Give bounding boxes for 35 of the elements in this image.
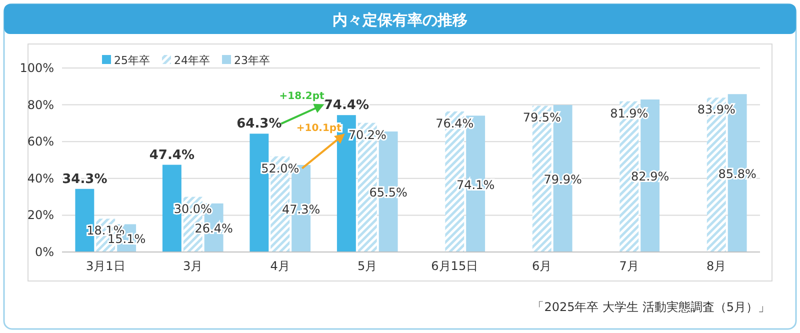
chart-title: 内々定保有率の推移 <box>332 11 468 29</box>
data-label: 74.4% <box>324 98 369 114</box>
x-tick-label: 5月 <box>358 259 378 273</box>
data-label: 82.9% <box>631 170 670 184</box>
data-label: 81.9% <box>610 106 648 120</box>
legend-label: 24年卒 <box>174 54 210 67</box>
y-tick-label: 100% <box>20 61 54 75</box>
legend-label: 25年卒 <box>114 54 150 67</box>
y-tick-label: 0% <box>34 245 54 259</box>
y-tick-label: 80% <box>27 98 54 112</box>
data-label: 74.1% <box>456 178 495 192</box>
x-tick-label: 8月 <box>706 259 726 273</box>
y-tick-label: 40% <box>27 171 54 186</box>
data-label: 76.4% <box>436 116 474 130</box>
x-tick-label: 4月 <box>270 259 290 273</box>
data-label: 64.3% <box>236 116 282 132</box>
data-label: 79.9% <box>544 172 582 186</box>
annotation: +18.2pt <box>279 91 325 102</box>
x-tick-label: 6月 <box>532 259 552 273</box>
text: 「2025年卒 大学生 活動実態調査（5月）」 <box>532 300 770 314</box>
data-label: 83.9% <box>697 102 736 117</box>
data-label: 47.3% <box>282 202 320 216</box>
y-tick-label: 60% <box>27 134 54 149</box>
data-label: 79.5% <box>522 110 561 125</box>
y-tick-label: 20% <box>27 208 54 222</box>
x-tick-label: 3月1日 <box>86 259 126 273</box>
x-tick-label: 6月15日 <box>431 259 478 273</box>
data-label: 85.8% <box>718 167 756 182</box>
x-tick-label: 3月 <box>183 259 203 273</box>
legend-label: 23年卒 <box>234 54 270 67</box>
data-label: 26.4% <box>194 222 233 236</box>
data-label: 47.4% <box>149 148 194 163</box>
x-tick-label: 7月 <box>619 259 639 273</box>
data-label: 65.5% <box>369 186 408 200</box>
data-label: 34.3% <box>62 172 108 187</box>
